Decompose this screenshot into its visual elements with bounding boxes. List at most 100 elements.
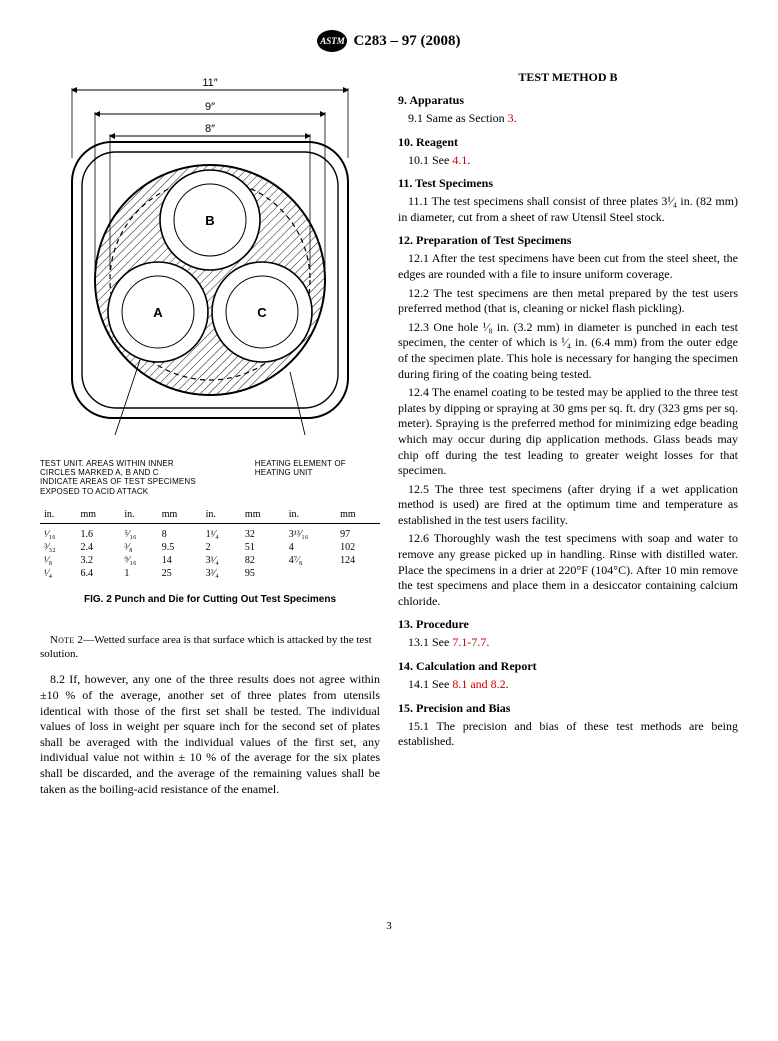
link-7-1-7-7[interactable]: 7.1-7.7 bbox=[452, 635, 486, 649]
table-row: ¹⁄₄6.41253³⁄₄95 bbox=[40, 567, 380, 580]
td: ⁹⁄₁₆ bbox=[120, 554, 157, 567]
td: 32 bbox=[241, 523, 285, 541]
para-14-1: 14.1 See 8.1 and 8.2. bbox=[398, 677, 738, 693]
td bbox=[285, 567, 336, 580]
dim-8in: 8″ bbox=[205, 123, 215, 135]
sec-10-heading: 10. Reagent bbox=[398, 135, 738, 150]
para-15-1: 15.1 The precision and bias of these tes… bbox=[398, 719, 738, 750]
td: 82 bbox=[241, 554, 285, 567]
left-column: 11″ 9″ 8″ bbox=[40, 70, 380, 800]
td bbox=[336, 567, 380, 580]
circle-b-label: B bbox=[205, 213, 214, 228]
para-12-4: 12.4 The enamel coating to be tested may… bbox=[398, 385, 738, 479]
note-2: Note 2—Wetted surface area is that surfa… bbox=[40, 633, 380, 662]
text: 10.1 See bbox=[408, 153, 452, 167]
figure-caption: FIG. 2 Punch and Die for Cutting Out Tes… bbox=[40, 594, 380, 605]
td: 102 bbox=[336, 541, 380, 554]
sec-14-heading: 14. Calculation and Report bbox=[398, 659, 738, 674]
td: ³⁄₃₂ bbox=[40, 541, 77, 554]
sec-13-heading: 13. Procedure bbox=[398, 617, 738, 632]
para-9-1: 9.1 Same as Section 3. bbox=[398, 111, 738, 127]
th: in. bbox=[40, 508, 77, 524]
td: 14 bbox=[158, 554, 202, 567]
td: 1¹⁄₄ bbox=[202, 523, 241, 541]
td: 25 bbox=[158, 567, 202, 580]
sec-11-heading: 11. Test Specimens bbox=[398, 176, 738, 191]
para-10-1: 10.1 See 4.1. bbox=[398, 153, 738, 169]
td: 8 bbox=[158, 523, 202, 541]
td: 6.4 bbox=[77, 567, 121, 580]
td: ³⁄₈ bbox=[120, 541, 157, 554]
th: mm bbox=[336, 508, 380, 524]
link-4-1[interactable]: 4.1 bbox=[452, 153, 467, 167]
td: 1 bbox=[120, 567, 157, 580]
right-column: TEST METHOD B 9. Apparatus 9.1 Same as S… bbox=[398, 70, 738, 800]
td: 3¹³⁄₁₆ bbox=[285, 523, 336, 541]
td: 3.2 bbox=[77, 554, 121, 567]
td: 3³⁄₄ bbox=[202, 567, 241, 580]
para-13-1: 13.1 See 7.1-7.7. bbox=[398, 635, 738, 651]
note-label: Note 2— bbox=[50, 634, 94, 646]
para-12-6: 12.6 Thoroughly wash the test specimens … bbox=[398, 531, 738, 609]
text: . bbox=[486, 635, 489, 649]
text: 13.1 See bbox=[408, 635, 452, 649]
sec-9-heading: 9. Apparatus bbox=[398, 93, 738, 108]
para-11-1: 11.1 The test specimens shall consist of… bbox=[398, 194, 738, 225]
para-8-2: 8.2 If, however, any one of the three re… bbox=[40, 672, 380, 797]
td: 97 bbox=[336, 523, 380, 541]
figure-annotations: TEST UNIT. AREAS WITHIN INNER CIRCLES MA… bbox=[40, 459, 380, 496]
td: 2 bbox=[202, 541, 241, 554]
para-12-1: 12.1 After the test specimens have been … bbox=[398, 251, 738, 282]
page-number: 3 bbox=[40, 920, 738, 932]
test-method-b-heading: TEST METHOD B bbox=[398, 70, 738, 85]
th: mm bbox=[77, 508, 121, 524]
th: mm bbox=[158, 508, 202, 524]
table-row: ¹⁄₈3.2⁹⁄₁₆143¹⁄₄824⁷⁄₈124 bbox=[40, 554, 380, 567]
td: 1.6 bbox=[77, 523, 121, 541]
page: ASTM C283 – 97 (2008) bbox=[0, 0, 778, 962]
table-row: ³⁄₃₂2.4³⁄₈9.52514102 bbox=[40, 541, 380, 554]
sec-15-heading: 15. Precision and Bias bbox=[398, 701, 738, 716]
td: 9.5 bbox=[158, 541, 202, 554]
td: ⁵⁄₁₆ bbox=[120, 523, 157, 541]
th: in. bbox=[285, 508, 336, 524]
annot-line: EXPOSED TO ACID ATTACK bbox=[40, 487, 251, 496]
td: 4 bbox=[285, 541, 336, 554]
conversion-table: in. mm in. mm in. mm in. mm ¹⁄₁₆1.6⁵⁄₁₆8… bbox=[40, 508, 380, 580]
annot-line: TEST UNIT. AREAS WITHIN INNER bbox=[40, 459, 251, 468]
text: . bbox=[514, 111, 517, 125]
th: in. bbox=[120, 508, 157, 524]
td: 4⁷⁄₈ bbox=[285, 554, 336, 567]
annot-test-unit: TEST UNIT. AREAS WITHIN INNER CIRCLES MA… bbox=[40, 459, 255, 496]
th: in. bbox=[202, 508, 241, 524]
text: . bbox=[506, 677, 509, 691]
astm-logo-icon: ASTM bbox=[317, 30, 347, 52]
figure-2-diagram: 11″ 9″ 8″ bbox=[40, 70, 380, 450]
link-8-1-8-2[interactable]: 8.1 and 8.2 bbox=[452, 677, 505, 691]
text: . bbox=[467, 153, 470, 167]
td: 51 bbox=[241, 541, 285, 554]
table-row: ¹⁄₁₆1.6⁵⁄₁₆81¹⁄₄323¹³⁄₁₆97 bbox=[40, 523, 380, 541]
td: 2.4 bbox=[77, 541, 121, 554]
para-12-2: 12.2 The test specimens are then metal p… bbox=[398, 286, 738, 317]
annot-heating-element: HEATING ELEMENT OF HEATING UNIT bbox=[255, 459, 380, 496]
doc-id: C283 – 97 (2008) bbox=[353, 33, 460, 50]
annot-line: INDICATE AREAS OF TEST SPECIMENS bbox=[40, 477, 251, 486]
td: ¹⁄₈ bbox=[40, 554, 77, 567]
th: mm bbox=[241, 508, 285, 524]
circle-a-label: A bbox=[153, 305, 163, 320]
circle-c-label: C bbox=[257, 305, 267, 320]
td: 95 bbox=[241, 567, 285, 580]
td: 124 bbox=[336, 554, 380, 567]
dim-9in: 9″ bbox=[205, 101, 215, 113]
columns: 11″ 9″ 8″ bbox=[40, 70, 738, 800]
td: ¹⁄₄ bbox=[40, 567, 77, 580]
text: 14.1 See bbox=[408, 677, 452, 691]
td: 3¹⁄₄ bbox=[202, 554, 241, 567]
annot-line: HEATING UNIT bbox=[255, 468, 380, 477]
sec-12-heading: 12. Preparation of Test Specimens bbox=[398, 233, 738, 248]
annot-line: CIRCLES MARKED A, B AND C bbox=[40, 468, 251, 477]
text: 9.1 Same as Section bbox=[408, 111, 508, 125]
dim-11in: 11″ bbox=[202, 77, 217, 89]
doc-header: ASTM C283 – 97 (2008) bbox=[40, 30, 738, 52]
